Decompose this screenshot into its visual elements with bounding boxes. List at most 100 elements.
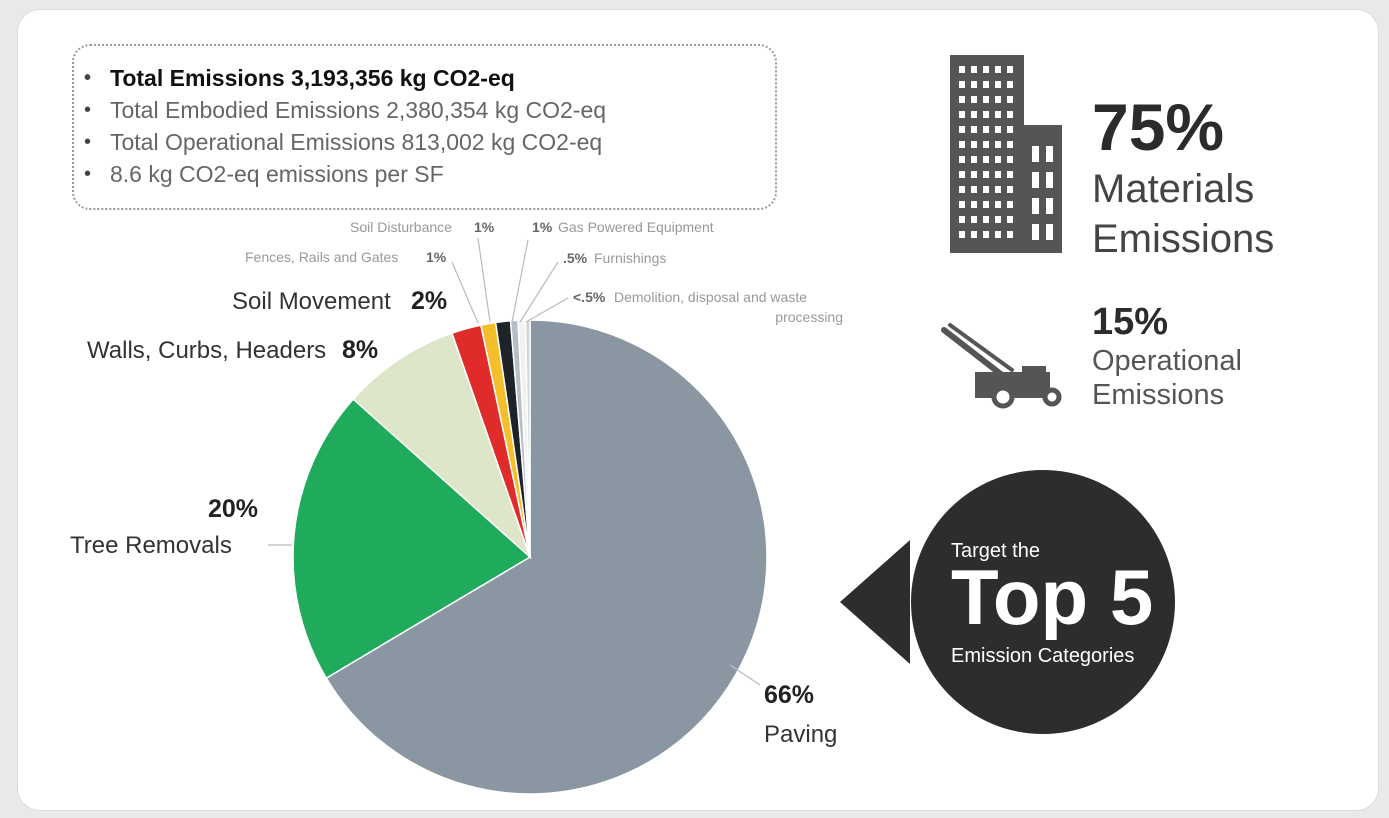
- pct-furnishings: .5%: [563, 250, 588, 266]
- building-window: [995, 126, 1001, 133]
- building-window: [983, 216, 989, 223]
- building-window: [971, 186, 977, 193]
- label-tree-removals: Tree Removals: [70, 532, 232, 559]
- building-window: [995, 186, 1001, 193]
- building-window: [995, 201, 1001, 208]
- building-window: [1046, 198, 1053, 214]
- leader-lines: [268, 237, 761, 686]
- building-window: [1032, 198, 1039, 214]
- building-window: [995, 141, 1001, 148]
- pct-walls-curbs-headers: 8%: [342, 336, 378, 364]
- building-window: [959, 66, 965, 73]
- building-window: [1032, 224, 1039, 240]
- building-window: [959, 96, 965, 103]
- building-window: [959, 231, 965, 238]
- summary-embodied-emissions: Total Embodied Emissions 2,380,354 kg CO…: [84, 94, 775, 126]
- building-window: [983, 111, 989, 118]
- building-window: [959, 81, 965, 88]
- label-gas-powered-equipment: Gas Powered Equipment: [558, 219, 714, 235]
- building-window: [983, 141, 989, 148]
- label-demolition-line1: Demolition, disposal and waste: [614, 289, 807, 305]
- leader-demolition: [525, 297, 569, 323]
- pie-chart: [292, 319, 768, 795]
- leader-fences: [451, 261, 479, 324]
- building-window: [959, 201, 965, 208]
- leader-soil-disturbance: [477, 237, 491, 323]
- pie-slice-tree-removals: [292, 398, 532, 680]
- building-window: [983, 96, 989, 103]
- building-window: [959, 141, 965, 148]
- label-furnishings: Furnishings: [594, 250, 666, 266]
- pie-slice-walls-curbs-headers: [352, 332, 532, 560]
- lawn-mower-icon: [941, 323, 1062, 409]
- emissions-summary-box: Total Emissions 3,193,356 kg CO2-eq Tota…: [72, 44, 777, 210]
- building-window: [971, 111, 977, 118]
- building-window: [995, 96, 1001, 103]
- leader-gas-equipment: [511, 239, 529, 323]
- building-window: [959, 156, 965, 163]
- building-window: [971, 201, 977, 208]
- operational-pct: 15%: [1092, 301, 1168, 343]
- building-window: [959, 126, 965, 133]
- label-paving: Paving: [764, 721, 837, 748]
- callout-line1: Target the: [951, 540, 1040, 562]
- building-window: [1007, 126, 1013, 133]
- building-window: [1007, 156, 1013, 163]
- building-window: [995, 81, 1001, 88]
- building-window: [983, 66, 989, 73]
- summary-total-emissions: Total Emissions 3,193,356 kg CO2-eq: [84, 62, 775, 94]
- callout-line3: Emission Categories: [951, 645, 1134, 667]
- building-window: [971, 81, 977, 88]
- building-window: [971, 231, 977, 238]
- building-window: [1046, 172, 1053, 188]
- building-window: [1007, 66, 1013, 73]
- building-window: [971, 141, 977, 148]
- building-window: [959, 111, 965, 118]
- building-window: [1046, 146, 1053, 162]
- summary-operational-emissions: Total Operational Emissions 813,002 kg C…: [84, 126, 775, 158]
- pct-paving: 66%: [764, 681, 814, 709]
- callout-line2: Top 5: [951, 553, 1153, 641]
- building-window: [971, 156, 977, 163]
- building-window: [971, 171, 977, 178]
- materials-pct: 75%: [1092, 90, 1224, 164]
- building-window: [1032, 172, 1039, 188]
- building-window: [1007, 201, 1013, 208]
- building-window: [959, 171, 965, 178]
- callout: Target the Top 5 Emission Categories: [840, 470, 1175, 734]
- leader-furnishings: [519, 261, 559, 323]
- building-window: [1007, 81, 1013, 88]
- summary-emissions-per-sf: 8.6 kg CO2-eq emissions per SF: [84, 158, 775, 190]
- building-window: [983, 81, 989, 88]
- building-window: [995, 171, 1001, 178]
- pie-slice-paving: [325, 319, 768, 795]
- building-window: [1007, 231, 1013, 238]
- building-window: [983, 201, 989, 208]
- building-window: [1032, 146, 1039, 162]
- building-window: [1007, 96, 1013, 103]
- building-window: [971, 66, 977, 73]
- building-window: [971, 216, 977, 223]
- building-icon: [950, 55, 1062, 253]
- leader-paving: [729, 664, 761, 686]
- building-window: [1007, 141, 1013, 148]
- pct-soil-movement: 2%: [411, 287, 447, 315]
- operational-line1: Operational: [1092, 345, 1242, 377]
- building-window: [983, 171, 989, 178]
- pct-gas-powered-equipment: 1%: [532, 219, 553, 235]
- building-window: [1007, 186, 1013, 193]
- building-window: [983, 186, 989, 193]
- label-demolition: Demolition, disposal and waste processing: [614, 289, 843, 325]
- label-demolition-line2: processing: [775, 309, 843, 325]
- operational-line2: Emissions: [1092, 379, 1224, 411]
- building-window: [971, 96, 977, 103]
- label-soil-movement: Soil Movement: [232, 288, 391, 315]
- building-window: [995, 111, 1001, 118]
- building-window: [959, 186, 965, 193]
- building-window: [1007, 216, 1013, 223]
- callout-circle: [911, 470, 1175, 734]
- label-soil-disturbance: Soil Disturbance: [350, 219, 452, 235]
- building-window: [1007, 171, 1013, 178]
- building-window: [983, 126, 989, 133]
